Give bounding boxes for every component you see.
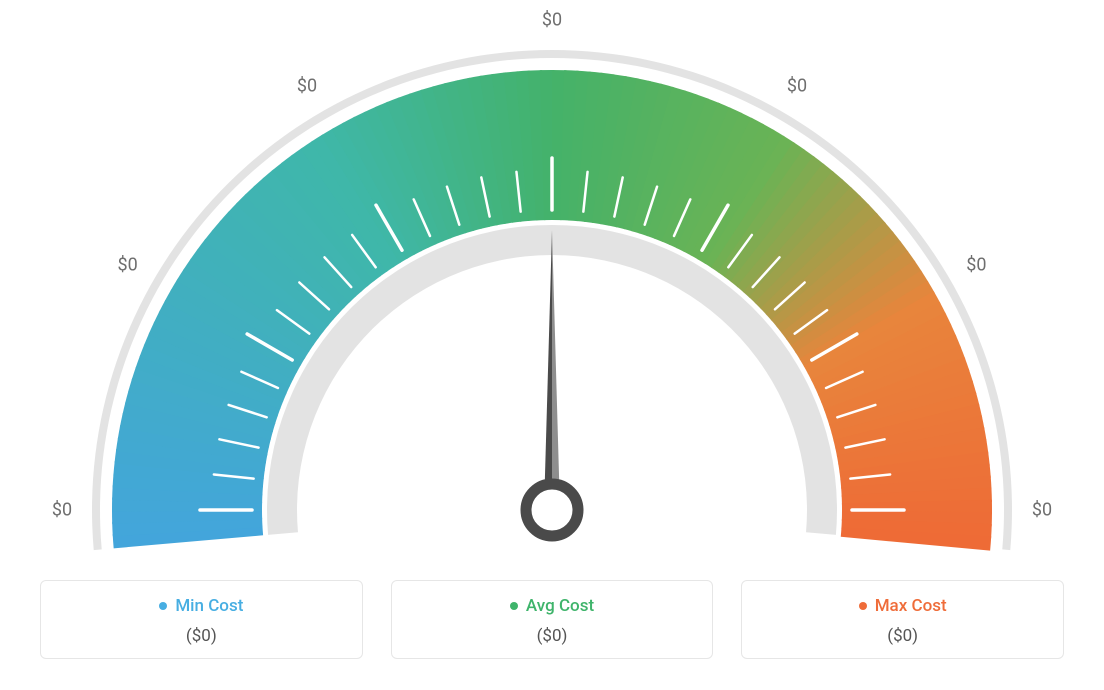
legend-dot-max-icon — [859, 602, 867, 610]
gauge-tick-label: $0 — [1032, 500, 1052, 521]
gauge-tick-label: $0 — [52, 500, 72, 521]
legend-value-max: ($0) — [742, 626, 1063, 646]
gauge-tick-label: $0 — [297, 75, 317, 96]
legend-title-max: Max Cost — [859, 596, 947, 616]
legend-label-min: Min Cost — [175, 596, 243, 616]
legend-row: Min Cost ($0) Avg Cost ($0) Max Cost ($0… — [40, 580, 1064, 659]
legend-title-avg: Avg Cost — [510, 596, 594, 616]
gauge-tick-label: $0 — [966, 255, 986, 276]
gauge-svg — [0, 0, 1104, 560]
gauge-tick-label: $0 — [787, 75, 807, 96]
gauge-chart: $0 $0 $0 $0 $0 $0 $0 — [0, 0, 1104, 560]
gauge-tick-label: $0 — [542, 10, 562, 31]
legend-card-min: Min Cost ($0) — [40, 580, 363, 659]
legend-title-min: Min Cost — [159, 596, 243, 616]
legend-card-max: Max Cost ($0) — [741, 580, 1064, 659]
legend-label-avg: Avg Cost — [526, 596, 594, 616]
gauge-tick-label: $0 — [118, 255, 138, 276]
legend-value-avg: ($0) — [392, 626, 713, 646]
legend-card-avg: Avg Cost ($0) — [391, 580, 714, 659]
legend-label-max: Max Cost — [875, 596, 947, 616]
legend-dot-min-icon — [159, 602, 167, 610]
legend-value-min: ($0) — [41, 626, 362, 646]
legend-dot-avg-icon — [510, 602, 518, 610]
